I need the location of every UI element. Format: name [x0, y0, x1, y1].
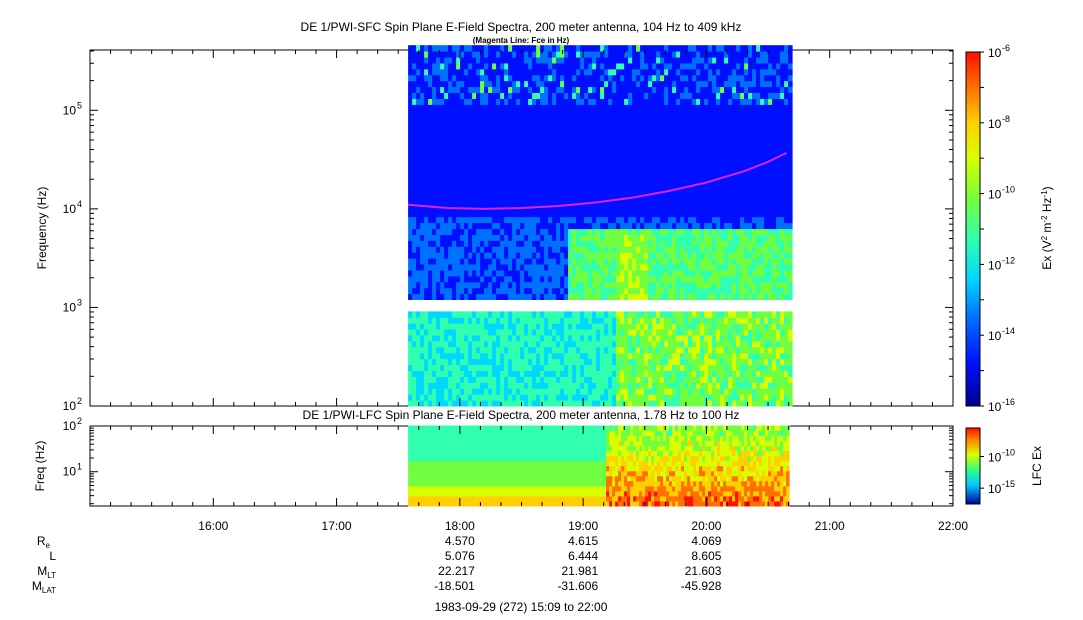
lfc-colorbar-label: LFC Ex — [1030, 446, 1044, 486]
lfc-colorbar-scale — [965, 427, 981, 505]
time-range-footer: 1983-09-29 (272) 15:09 to 22:00 — [435, 600, 608, 614]
ephemeris-table: Re 4.570 4.615 4.069 L 5.076 6.444 8.605 MLT 22.2… — [32, 534, 722, 595]
fce-line — [408, 151, 788, 210]
colorbar-tick-label: 10 — [988, 451, 1002, 465]
y-tick-exponent: 2 — [77, 416, 82, 426]
ephemeris-value: -31.606 — [557, 579, 598, 593]
colorbar-tick-exponent: -15 — [1002, 479, 1015, 489]
colorbar-tick-label: 10 — [988, 482, 1002, 496]
y-tick-label: 10 — [63, 419, 77, 433]
ephemeris-value: 5.076 — [445, 549, 475, 563]
colorbar-tick-exponent: -8 — [1002, 114, 1010, 124]
ephemeris-row-label: Re — [37, 534, 51, 550]
ephemeris-value: 21.981 — [561, 564, 598, 578]
ephemeris-value: 21.603 — [685, 564, 722, 578]
lfc-x-ticks — [110, 426, 954, 506]
colorbar-tick-label: 10 — [988, 400, 1002, 414]
ephemeris-value: -18.501 — [434, 579, 475, 593]
colorbar-tick-label: 10 — [988, 258, 1002, 272]
y-tick-exponent: 5 — [77, 100, 82, 110]
lfc-y-axis-label: Freq (Hz) — [33, 441, 47, 492]
ephemeris-row-label: L — [49, 549, 56, 563]
sfc-panel-title: DE 1/PWI-SFC Spin Plane E-Field Spectra,… — [301, 20, 742, 34]
y-tick-label: 10 — [63, 202, 77, 216]
x-tick-label: 18:00 — [445, 519, 475, 533]
x-tick-label: 19:00 — [568, 519, 598, 533]
sfc-colorbar-scale — [965, 51, 981, 407]
ephemeris-row-label: MLT — [37, 564, 56, 580]
lfc-heatmap — [408, 425, 790, 507]
y-tick-label: 10 — [63, 300, 77, 314]
sfc-panel-subtitle: (Magenta Line: Fce in Hz) — [473, 36, 570, 45]
ephemeris-value: 4.615 — [568, 534, 598, 548]
ephemeris-value: 4.570 — [445, 534, 475, 548]
lfc-panel-title: DE 1/PWI-LFC Spin Plane E-Field Spectra,… — [303, 408, 740, 422]
sfc-x-ticks — [110, 50, 954, 406]
y-tick-label: 10 — [63, 103, 77, 117]
y-tick-exponent: 4 — [77, 199, 82, 209]
colorbar-tick-exponent: -14 — [1002, 326, 1015, 336]
ephemeris-value: 22.217 — [438, 564, 475, 578]
colorbar-tick-label: 10 — [988, 329, 1002, 343]
sfc-heatmap — [408, 45, 793, 407]
sfc-colorbar-label: Ex (V2 m-2 Hz-1) — [1040, 186, 1055, 269]
ephemeris-value: 4.069 — [691, 534, 721, 548]
colorbar-tick-exponent: -10 — [1002, 185, 1015, 195]
y-tick-label: 10 — [63, 399, 77, 413]
x-tick-label: 17:00 — [322, 519, 352, 533]
colorbar-tick-exponent: -6 — [1002, 43, 1010, 53]
x-tick-label: 21:00 — [815, 519, 845, 533]
y-tick-exponent: 3 — [77, 297, 82, 307]
colorbar-tick-exponent: -16 — [1002, 397, 1015, 407]
colorbar-tick-label: 10 — [988, 117, 1002, 131]
ephemeris-value: 8.605 — [691, 549, 721, 563]
x-tick-label: 22:00 — [938, 519, 968, 533]
ephemeris-row-label: MLAT — [32, 579, 56, 595]
sfc-y-axis-label: Frequency (Hz) — [35, 187, 49, 270]
colorbar-tick-exponent: -10 — [1002, 448, 1015, 458]
ephemeris-value: 6.444 — [568, 549, 598, 563]
colorbar-tick-label: 10 — [988, 46, 1002, 60]
x-tick-label: 16:00 — [198, 519, 228, 533]
time-axis-labels: 16:00 17:00 18:00 19:00 20:00 21:00 22:00 — [198, 519, 968, 533]
colorbar-tick-exponent: -12 — [1002, 255, 1015, 265]
y-tick-exponent: 1 — [77, 462, 82, 472]
x-tick-label: 20:00 — [691, 519, 721, 533]
y-tick-exponent: 2 — [77, 396, 82, 406]
fce-line-layer — [408, 151, 788, 210]
y-tick-label: 10 — [63, 465, 77, 479]
ephemeris-value: -45.928 — [681, 579, 722, 593]
colorbar-tick-label: 10 — [988, 188, 1002, 202]
